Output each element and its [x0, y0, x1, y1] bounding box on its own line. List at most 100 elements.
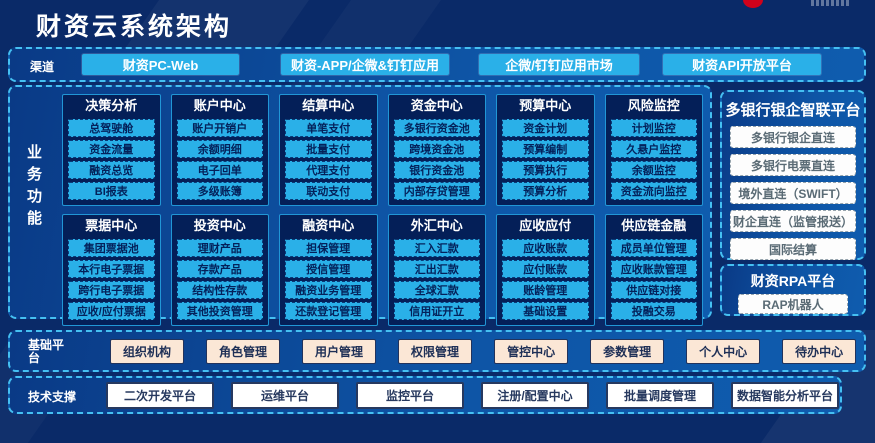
function-item[interactable]: 批量支付 [285, 140, 372, 158]
function-item[interactable]: 成员单位管理 [610, 239, 697, 257]
function-item[interactable]: 预算执行 [502, 161, 589, 179]
base-platform-item[interactable]: 用户管理 [302, 338, 377, 364]
bank-platform-items: 多银行银企直连 多银行电票直连 境外直连（SWIFT） 财企直连（监管报送） 国际结算 [722, 126, 864, 260]
tech-support-items: 二次开发平台 运维平台 监控平台 注册/配置中心 批量调度管理 数据智能分析平台 [106, 378, 839, 412]
function-item[interactable]: 资金计划 [502, 119, 589, 137]
function-item[interactable]: 银行资金池 [393, 161, 480, 179]
channel-button[interactable]: 企微/钉钉应用市场 [479, 54, 639, 75]
function-item[interactable]: 应收账款 [502, 239, 589, 257]
bank-link-item[interactable]: 多银行银企直连 [730, 126, 856, 148]
base-platform-item[interactable]: 参数管理 [590, 338, 665, 364]
function-item[interactable]: 集团票据池 [68, 239, 155, 257]
function-item[interactable]: 基础设置 [502, 302, 589, 320]
base-platform-item[interactable]: 个人中心 [686, 338, 761, 364]
function-item[interactable]: 全球汇款 [393, 281, 480, 299]
base-platform-item[interactable]: 角色管理 [206, 338, 281, 364]
bank-link-item[interactable]: 境外直连（SWIFT） [730, 182, 856, 204]
bank-link-item[interactable]: 财企直连（监管报送） [730, 210, 856, 232]
function-item[interactable]: 久悬户监控 [610, 140, 697, 158]
channel-button[interactable]: 财资-APP/企微&钉钉应用 [281, 54, 449, 75]
function-item[interactable]: 电子回单 [176, 161, 263, 179]
function-item[interactable]: 账龄管理 [502, 281, 589, 299]
base-platform-item[interactable]: 权限管理 [398, 338, 473, 364]
base-platform-item[interactable]: 管控中心 [494, 338, 569, 364]
function-item[interactable]: 授信管理 [285, 260, 372, 278]
category-box: 外汇中心 汇入汇款 汇出汇款 全球汇款 信用证开立 [387, 214, 486, 326]
function-item[interactable]: 投融交易 [610, 302, 697, 320]
channel-button[interactable]: 财资PC-Web [82, 54, 239, 75]
tech-support-item[interactable]: 批量调度管理 [606, 381, 714, 409]
channel-button[interactable]: 财资API开放平台 [663, 54, 821, 75]
category-title: 供应链金融 [621, 218, 687, 233]
tech-support-item[interactable]: 数据智能分析平台 [731, 381, 839, 409]
function-item[interactable]: 信用证开立 [393, 302, 480, 320]
rpa-panel: 财资RPA平台 RAP机器人 [720, 264, 866, 316]
function-item[interactable]: 代理支付 [285, 161, 372, 179]
function-item[interactable]: 其他投资管理 [176, 302, 263, 320]
tech-support-item[interactable]: 监控平台 [356, 381, 464, 409]
category-box: 预算中心 资金计划 预算编制 预算执行 预算分析 [496, 94, 595, 206]
function-item[interactable]: 单笔支付 [285, 119, 372, 137]
channels-panel: 渠道 财资PC-Web 财资-APP/企微&钉钉应用 企微/钉钉应用市场 财资API开… [8, 47, 866, 82]
function-item[interactable]: 内部存贷管理 [393, 182, 480, 200]
tech-support-label: 技术支撑 [28, 390, 77, 404]
function-item[interactable]: 预算编制 [502, 140, 589, 158]
function-item[interactable]: 账户开销户 [176, 119, 263, 137]
function-item[interactable]: BI报表 [68, 182, 155, 200]
function-item[interactable]: 联动支付 [285, 182, 372, 200]
function-item[interactable]: 供应链对接 [610, 281, 697, 299]
function-item[interactable]: 还款登记管理 [285, 302, 372, 320]
bank-platform-title: 多银行银企智联平台 [725, 102, 861, 119]
tech-support-item[interactable]: 运维平台 [231, 381, 339, 409]
function-item[interactable]: 应收账款管理 [610, 260, 697, 278]
category-box: 结算中心 单笔支付 批量支付 代理支付 联动支付 [279, 94, 378, 206]
rpa-item[interactable]: RAP机器人 [738, 294, 848, 314]
tech-support-panel: 技术支撑 二次开发平台 运维平台 监控平台 注册/配置中心 批量调度管理 数据智能分析平台 [8, 376, 842, 414]
function-item[interactable]: 汇出汇款 [393, 260, 480, 278]
category-title: 应收应付 [519, 218, 572, 233]
category-title: 投资中心 [193, 218, 246, 233]
function-item[interactable]: 总驾驶舱 [68, 119, 155, 137]
function-item[interactable]: 融资业务管理 [285, 281, 372, 299]
rpa-platform-items: RAP机器人 [722, 294, 864, 314]
function-item[interactable]: 存款产品 [176, 260, 263, 278]
function-item[interactable]: 担保管理 [285, 239, 372, 257]
bank-direct-link-panel: 多银行银企智联平台 多银行银企直连 多银行电票直连 境外直连（SWIFT） 财企直连（… [720, 90, 866, 260]
category-box: 账户中心 账户开销户 余额明细 电子回单 多级账簿 [170, 94, 269, 206]
function-item[interactable]: 多级账簿 [176, 182, 263, 200]
function-item[interactable]: 资金流量 [68, 140, 155, 158]
base-platform-panel: 基础平台 组织机构 角色管理 用户管理 权限管理 管控中心 参数管理 个人中心 待办中心 [8, 330, 866, 372]
business-functions-grid: 决策分析 总驾驶舱 资金流量 融资总览 BI报表 账户中心 账户开销户 余额明细 电子回单 多级账… [62, 94, 703, 326]
function-item[interactable]: 余额明细 [176, 140, 263, 158]
brand-text-fragment [811, 0, 851, 6]
function-item[interactable]: 应收/应付票据 [68, 302, 155, 320]
category-title: 资金中心 [410, 98, 463, 113]
bank-link-item[interactable]: 多银行电票直连 [730, 154, 856, 176]
function-item[interactable]: 融资总览 [68, 161, 155, 179]
function-item[interactable]: 结构性存款 [176, 281, 263, 299]
category-title: 风险监控 [627, 98, 680, 113]
tech-support-item[interactable]: 二次开发平台 [106, 381, 214, 409]
base-platform-item[interactable]: 待办中心 [782, 338, 857, 364]
category-box: 应收应付应收账款应付账款账龄管理基础设置 [496, 214, 595, 326]
function-item[interactable]: 多银行资金池 [393, 119, 480, 137]
function-item[interactable]: 汇入汇款 [393, 239, 480, 257]
function-item[interactable]: 跨境资金池 [393, 140, 480, 158]
function-item[interactable]: 应付账款 [502, 260, 589, 278]
function-item[interactable]: 计划监控 [610, 119, 697, 137]
function-item[interactable]: 余额监控 [610, 161, 697, 179]
function-item[interactable]: 跨行电子票据 [68, 281, 155, 299]
bank-link-item[interactable]: 国际结算 [730, 238, 856, 260]
function-item[interactable]: 资金流向监控 [610, 182, 697, 200]
red-logo-icon [743, 0, 763, 8]
base-platform-item[interactable]: 组织机构 [110, 338, 185, 364]
function-item[interactable]: 理财产品 [176, 239, 263, 257]
category-box: 决策分析 总驾驶舱 资金流量 融资总览 BI报表 [62, 94, 161, 206]
business-functions-label: 业务功能 [25, 144, 42, 233]
function-item[interactable]: 本行电子票据 [68, 260, 155, 278]
tech-support-item[interactable]: 注册/配置中心 [481, 381, 589, 409]
category-title: 融资中心 [302, 218, 355, 233]
function-item[interactable]: 预算分析 [502, 182, 589, 200]
category-box: 投资中心理财产品存款产品结构性存款其他投资管理 [170, 214, 269, 326]
